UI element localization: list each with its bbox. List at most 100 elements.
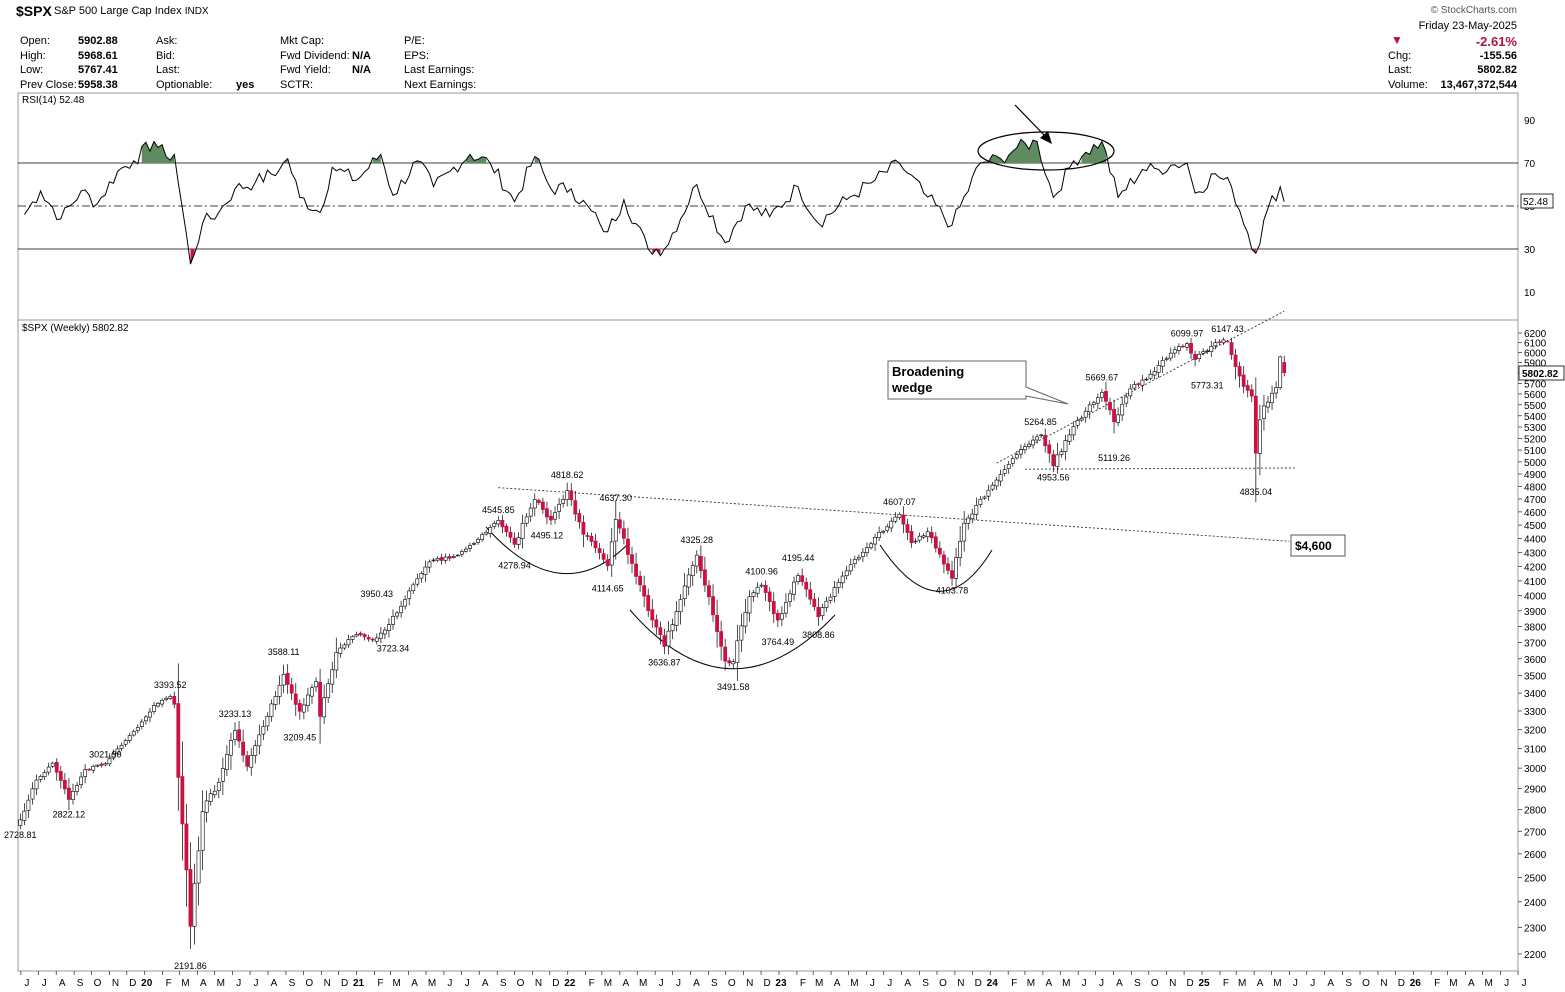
rsi-value-tag: [1520, 193, 1554, 209]
price-candle: [508, 531, 513, 538]
price-tick-label: 2900: [1524, 784, 1547, 795]
price-candle: [739, 625, 744, 641]
price-candle: [1108, 402, 1112, 411]
price-candle: [285, 672, 290, 685]
x-tick-label: J: [236, 978, 241, 989]
price-annotation: 3723.34: [377, 644, 410, 654]
price-candle: [816, 606, 821, 618]
price-candle: [50, 762, 55, 767]
price-candle: [391, 616, 395, 625]
change-percent: -2.61%: [1475, 34, 1517, 49]
price-candle: [500, 519, 505, 528]
price-candle: [439, 557, 444, 561]
price-candle: [1055, 454, 1060, 467]
price-annotation: 3233.13: [219, 709, 252, 719]
x-tick-label: J: [465, 978, 470, 989]
price-annotation: 3950.43: [361, 589, 394, 599]
price-candle: [58, 771, 63, 781]
x-tick-label: S: [1345, 978, 1352, 989]
price-candle: [192, 883, 197, 927]
price-candle: [334, 652, 339, 671]
x-tick-label: M: [639, 978, 647, 989]
price-candle: [516, 537, 521, 545]
price-candle: [540, 501, 545, 510]
price-candle: [1014, 454, 1019, 459]
x-tick-label: A: [834, 978, 841, 989]
price-candle: [358, 632, 363, 636]
change-label: Chg:: [1388, 50, 1412, 62]
rsi-line: [23, 138, 1285, 265]
price-candle: [382, 629, 387, 635]
price-candle: [362, 634, 367, 638]
price-candle: [970, 513, 975, 519]
price-candle: [767, 591, 772, 602]
price-candle: [1124, 396, 1129, 404]
price-candle: [962, 522, 967, 542]
price-candle: [403, 599, 408, 607]
price-candle: [103, 763, 108, 766]
price-candle: [1274, 387, 1279, 394]
price-candle: [443, 556, 448, 561]
price-candle: [111, 753, 116, 759]
price-candle: [204, 800, 209, 813]
x-tick-label: S: [1134, 978, 1141, 989]
price-candle: [1132, 384, 1137, 389]
x-tick-label: 22: [564, 978, 576, 989]
price-tick-label: 6100: [1524, 339, 1547, 350]
price-candle: [1136, 383, 1141, 385]
price-candle: [435, 558, 440, 561]
price-candle: [873, 537, 877, 545]
price-candle: [966, 517, 971, 524]
field-label: P/E:: [404, 35, 425, 47]
price-candle: [135, 727, 140, 731]
price-candle: [986, 489, 991, 497]
rsi-arrow-shaft: [1014, 104, 1047, 138]
price-candle: [937, 547, 942, 555]
field-label: Low:: [20, 64, 44, 76]
price-candle: [318, 681, 322, 717]
price-candle: [747, 596, 752, 614]
price-candle: [840, 575, 845, 584]
right-shoulder-arc: [879, 544, 993, 592]
target-callout-text: $4,600: [1295, 539, 1332, 553]
rsi-label: RSI(14) 52.48: [22, 95, 85, 106]
price-candle: [208, 793, 213, 802]
price-candle: [848, 564, 853, 572]
price-candle: [1262, 405, 1266, 420]
change-value: -155.56: [1479, 50, 1517, 62]
price-candle: [569, 490, 574, 501]
price-candle: [759, 584, 764, 587]
price-tick-label: 4400: [1524, 535, 1547, 546]
price-candle: [861, 551, 865, 557]
price-candle: [812, 598, 817, 607]
price-tick-label: 3200: [1524, 725, 1547, 736]
price-candle: [869, 543, 873, 548]
price-annotation: 3491.58: [717, 682, 750, 692]
price-candle: [415, 578, 420, 585]
price-candle: [1051, 454, 1056, 467]
price-candle: [597, 548, 602, 553]
price-candle: [293, 693, 298, 705]
price-candle: [690, 565, 695, 577]
x-tick-label: J: [887, 978, 892, 989]
x-tick-label: A: [1257, 978, 1264, 989]
price-candle: [723, 646, 728, 662]
price-annotation: 3588.11: [268, 647, 300, 657]
price-candle: [682, 585, 687, 599]
price-candle: [1039, 434, 1044, 437]
price-candle: [1209, 346, 1214, 352]
x-tick-label: O: [94, 978, 102, 989]
field-label: Fwd Dividend:: [280, 49, 350, 62]
price-candle: [1095, 397, 1100, 404]
x-tick-label: M: [815, 978, 823, 989]
price-candle: [719, 631, 724, 647]
price-candle: [1233, 354, 1238, 367]
price-annotation: 4100.96: [745, 567, 778, 577]
rsi-oversold-fill: [652, 249, 661, 256]
x-tick-label: F: [1011, 978, 1017, 989]
price-candle: [1205, 350, 1210, 352]
price-candle: [893, 516, 898, 522]
price-tick-label: 3400: [1524, 689, 1547, 700]
price-candle: [545, 508, 549, 518]
price-candle: [1031, 439, 1035, 446]
